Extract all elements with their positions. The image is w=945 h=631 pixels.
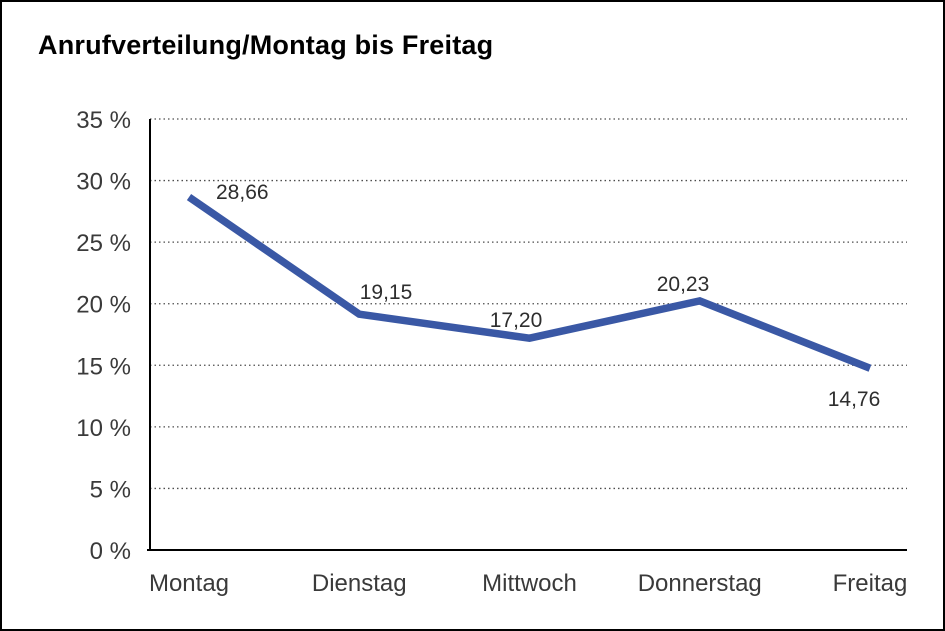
svg-text:Dienstag: Dienstag bbox=[312, 570, 407, 597]
svg-text:15 %: 15 % bbox=[76, 353, 131, 380]
svg-text:19,15: 19,15 bbox=[360, 281, 413, 304]
svg-text:Donnerstag: Donnerstag bbox=[638, 570, 762, 597]
x-axis-category-labels: Montag Dienstag Mittwoch Donnerstag Freitag bbox=[149, 570, 907, 597]
svg-text:17,20: 17,20 bbox=[490, 309, 543, 332]
svg-text:Montag: Montag bbox=[149, 570, 229, 597]
data-point-value-labels: 28,66 19,15 17,20 20,23 14,76 bbox=[216, 181, 880, 411]
svg-text:20 %: 20 % bbox=[76, 292, 131, 319]
svg-text:10 %: 10 % bbox=[76, 415, 131, 442]
svg-text:Mittwoch: Mittwoch bbox=[482, 570, 577, 597]
data-line bbox=[186, 193, 872, 372]
chart-title: Anrufverteilung/Montag bis Freitag bbox=[38, 30, 494, 60]
svg-text:Freitag: Freitag bbox=[833, 570, 908, 597]
svg-text:25 %: 25 % bbox=[76, 230, 131, 257]
axes bbox=[147, 119, 907, 551]
svg-text:28,66: 28,66 bbox=[216, 181, 269, 204]
svg-text:0 %: 0 % bbox=[90, 538, 131, 565]
y-axis-tick-labels: 0 % 5 % 10 % 15 % 20 % 25 % 30 % 35 % bbox=[76, 107, 131, 565]
svg-text:14,76: 14,76 bbox=[828, 388, 881, 411]
svg-text:30 %: 30 % bbox=[76, 169, 131, 196]
gridlines bbox=[150, 118, 907, 490]
svg-text:35 %: 35 % bbox=[76, 107, 131, 134]
svg-text:20,23: 20,23 bbox=[657, 273, 710, 296]
svg-text:5 %: 5 % bbox=[90, 476, 131, 503]
